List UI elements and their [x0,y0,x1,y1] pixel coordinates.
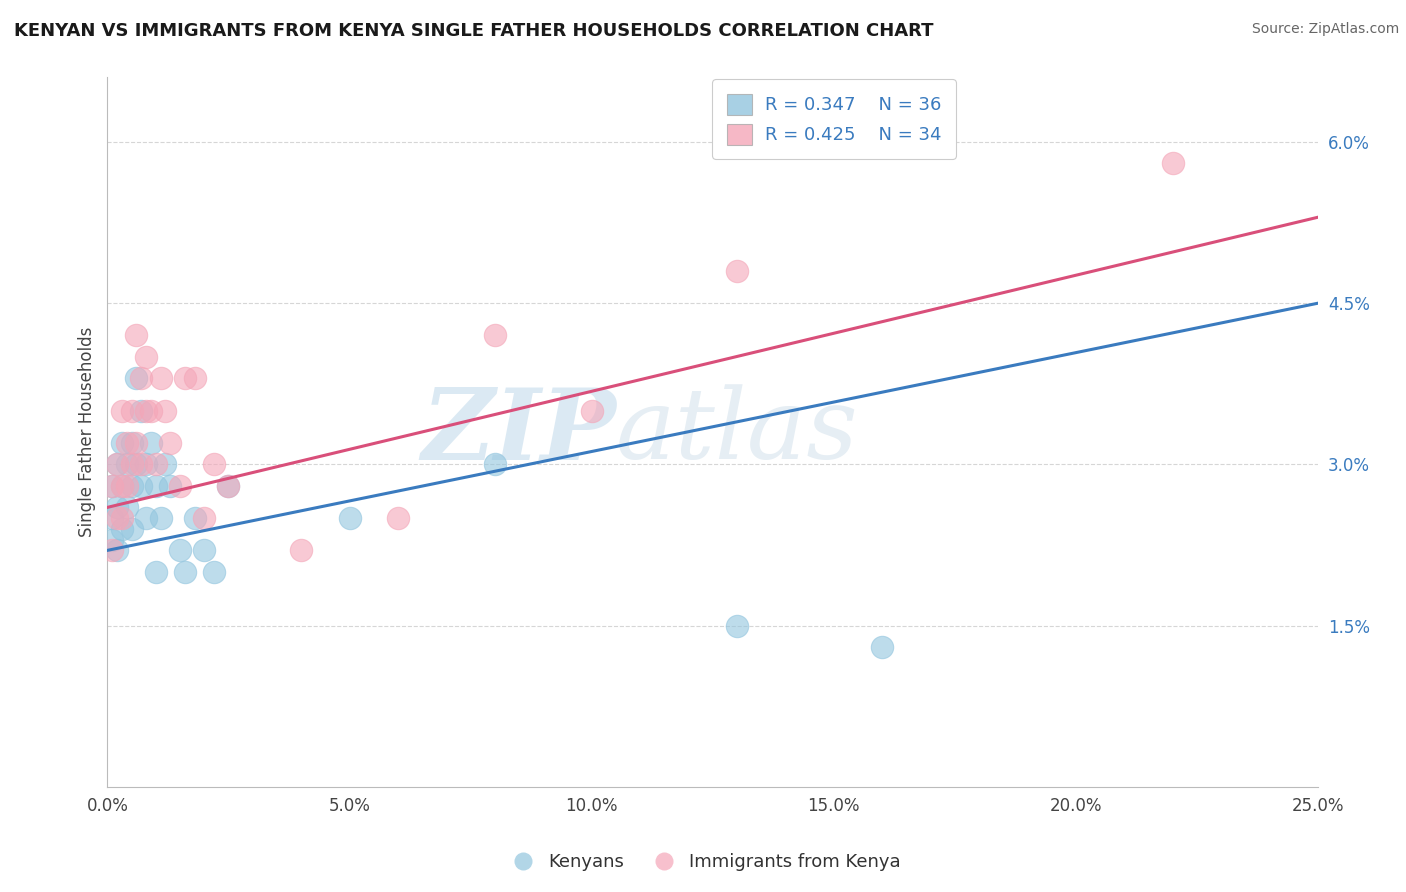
Text: ZIP: ZIP [420,384,616,481]
Point [129,403,152,417]
Point [484,328,506,343]
Point [135,511,157,525]
Point [111,522,134,536]
Point [183,511,205,525]
Point [121,479,143,493]
Point [149,371,172,385]
Point [169,543,191,558]
Point [101,533,124,547]
Point [105,543,128,558]
Point [159,479,181,493]
Point [105,500,128,515]
Point [135,350,157,364]
Point [125,328,148,343]
Point [725,264,748,278]
Point [149,511,172,525]
Point [387,511,409,525]
Point [725,618,748,632]
Point [125,371,148,385]
Point [173,565,195,579]
Point [121,522,143,536]
Point [121,436,143,450]
Text: KENYAN VS IMMIGRANTS FROM KENYA SINGLE FATHER HOUSEHOLDS CORRELATION CHART: KENYAN VS IMMIGRANTS FROM KENYA SINGLE F… [14,22,934,40]
Point [101,479,124,493]
Point [115,458,138,472]
Point [202,565,225,579]
Point [101,479,124,493]
Point [105,458,128,472]
Legend: R = 0.347    N = 36, R = 0.425    N = 34: R = 0.347 N = 36, R = 0.425 N = 34 [713,79,956,159]
Point [125,458,148,472]
Point [115,500,138,515]
Point [139,436,162,450]
Point [1161,156,1184,170]
Point [159,436,181,450]
Point [101,543,124,558]
Point [193,511,215,525]
Point [105,511,128,525]
Text: atlas: atlas [616,384,859,480]
Point [217,479,239,493]
Y-axis label: Single Father Households: Single Father Households [79,327,96,537]
Point [484,458,506,472]
Point [339,511,361,525]
Point [169,479,191,493]
Point [111,479,134,493]
Point [115,436,138,450]
Point [872,640,894,654]
Point [145,479,167,493]
Point [183,371,205,385]
Point [145,458,167,472]
Point [121,458,143,472]
Point [135,458,157,472]
Point [129,371,152,385]
Point [105,458,128,472]
Point [115,479,138,493]
Point [111,479,134,493]
Point [217,479,239,493]
Point [145,565,167,579]
Point [581,403,603,417]
Point [101,511,124,525]
Point [173,371,195,385]
Point [129,479,152,493]
Point [202,458,225,472]
Point [125,436,148,450]
Point [111,511,134,525]
Point [290,543,312,558]
Point [121,403,143,417]
Point [111,436,134,450]
Point [111,403,134,417]
Point [129,458,152,472]
Point [135,403,157,417]
Point [139,403,162,417]
Point [155,403,177,417]
Point [193,543,215,558]
Point [155,458,177,472]
Text: Source: ZipAtlas.com: Source: ZipAtlas.com [1251,22,1399,37]
Legend: Kenyans, Immigrants from Kenya: Kenyans, Immigrants from Kenya [498,847,908,879]
